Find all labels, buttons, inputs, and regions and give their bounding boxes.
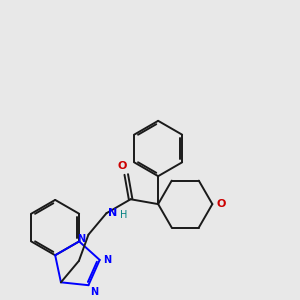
Text: N: N xyxy=(103,255,111,265)
Text: N: N xyxy=(108,208,118,218)
Text: N: N xyxy=(77,234,85,244)
Text: N: N xyxy=(90,287,99,297)
Text: H: H xyxy=(120,210,128,220)
Text: O: O xyxy=(216,199,226,209)
Text: O: O xyxy=(118,161,127,172)
